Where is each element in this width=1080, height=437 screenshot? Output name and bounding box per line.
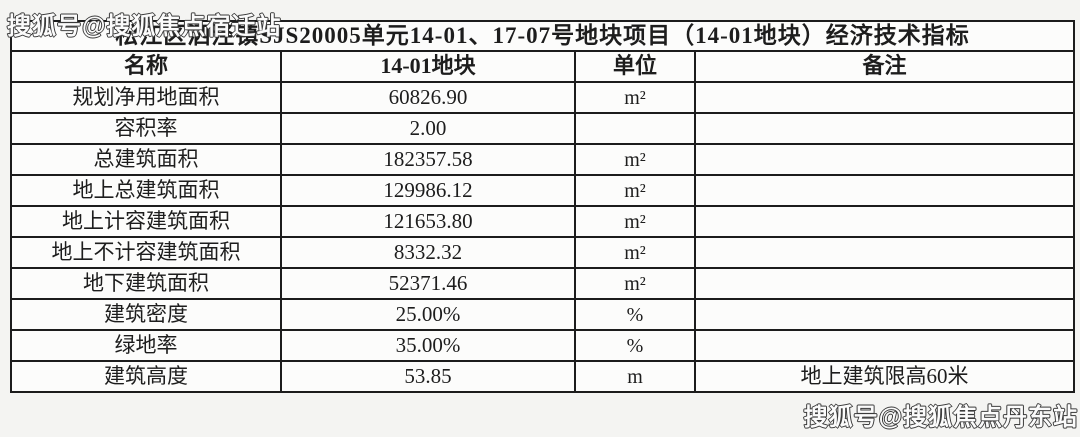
header-parcel: 14-01地块 — [280, 50, 576, 83]
row-value-cell: 60826.90 — [280, 81, 576, 114]
row-unit-cell: m² — [574, 267, 696, 300]
table-row: 绿地率 35.00%% — [10, 329, 1075, 362]
row-value-cell: 8332.32 — [280, 236, 576, 269]
row-remark-cell — [694, 112, 1075, 145]
table-row: 总建筑面积 182357.58 m² — [10, 143, 1075, 176]
row-name-cell: 地上不计容建筑面积 — [10, 236, 282, 269]
row-remark-cell — [694, 298, 1075, 331]
row-unit-cell: m² — [574, 236, 696, 269]
table-row: 地上总建筑面积 129986.12 m² — [10, 174, 1075, 207]
row-unit-cell: m² — [574, 143, 696, 176]
table-title-row: 松江区泗泾镇SJS20005单元14-01、17-07号地块项目（14-01地块… — [10, 20, 1075, 52]
row-value-cell: 25.00% — [280, 298, 576, 331]
row-value-cell: 2.00 — [280, 112, 576, 145]
row-name-cell: 规划净用地面积 — [10, 81, 282, 114]
row-remark-cell — [694, 267, 1075, 300]
row-name-cell: 地下建筑面积 — [10, 267, 282, 300]
table-title: 松江区泗泾镇SJS20005单元14-01、17-07号地块项目（14-01地块… — [10, 20, 1075, 52]
table-row: 规划净用地面积 60826.90 m² — [10, 81, 1075, 114]
row-remark-cell — [694, 143, 1075, 176]
header-name: 名称 — [10, 50, 282, 83]
row-remark-cell — [694, 236, 1075, 269]
table-row: 建筑高度 53.85 m 地上建筑限高60米 — [10, 360, 1075, 393]
watermark-bottom: 搜狐号@搜狐焦点丹东站 — [803, 403, 1078, 431]
row-remark-cell — [694, 329, 1075, 362]
row-name-cell: 地上计容建筑面积 — [10, 205, 282, 238]
row-name-cell: 建筑高度 — [10, 360, 282, 393]
indicator-sheet: 松江区泗泾镇SJS20005单元14-01、17-07号地块项目（14-01地块… — [10, 20, 1075, 393]
row-value-cell: 52371.46 — [280, 267, 576, 300]
row-name-cell: 容积率 — [10, 112, 282, 145]
row-name-cell: 建筑密度 — [10, 298, 282, 331]
table-body: 规划净用地面积 60826.90 m² 容积率 2.00 总建筑面积 182357.58 m²… — [10, 81, 1075, 393]
table-row: 建筑密度 25.00%% — [10, 298, 1075, 331]
row-remark-cell — [694, 174, 1075, 207]
row-name-cell: 绿地率 — [10, 329, 282, 362]
table-row: 地下建筑面积 52371.46 m² — [10, 267, 1075, 300]
row-value-cell: 53.85 — [280, 360, 576, 393]
row-remark-cell: 地上建筑限高60米 — [694, 360, 1075, 393]
row-name-cell: 地上总建筑面积 — [10, 174, 282, 207]
row-remark-cell — [694, 205, 1075, 238]
header-remark: 备注 — [694, 50, 1075, 83]
row-unit-cell: % — [574, 329, 696, 362]
row-value-cell: 121653.80 — [280, 205, 576, 238]
row-unit-cell: % — [574, 298, 696, 331]
row-value-cell: 182357.58 — [280, 143, 576, 176]
economic-indicator-table: 松江区泗泾镇SJS20005单元14-01、17-07号地块项目（14-01地块… — [10, 20, 1075, 393]
row-unit-cell: m² — [574, 81, 696, 114]
row-unit-cell: m² — [574, 174, 696, 207]
row-remark-cell — [694, 81, 1075, 114]
table-header-row: 名称 14-01地块 单位 备注 — [10, 50, 1075, 83]
row-unit-cell: m² — [574, 205, 696, 238]
table-row: 容积率 2.00 — [10, 112, 1075, 145]
row-value-cell: 35.00% — [280, 329, 576, 362]
row-value-cell: 129986.12 — [280, 174, 576, 207]
table-row: 地上计容建筑面积 121653.80 m² — [10, 205, 1075, 238]
row-name-cell: 总建筑面积 — [10, 143, 282, 176]
table-row: 地上不计容建筑面积 8332.32 m² — [10, 236, 1075, 269]
row-unit-cell — [574, 112, 696, 145]
header-unit: 单位 — [574, 50, 696, 83]
row-unit-cell: m — [574, 360, 696, 393]
